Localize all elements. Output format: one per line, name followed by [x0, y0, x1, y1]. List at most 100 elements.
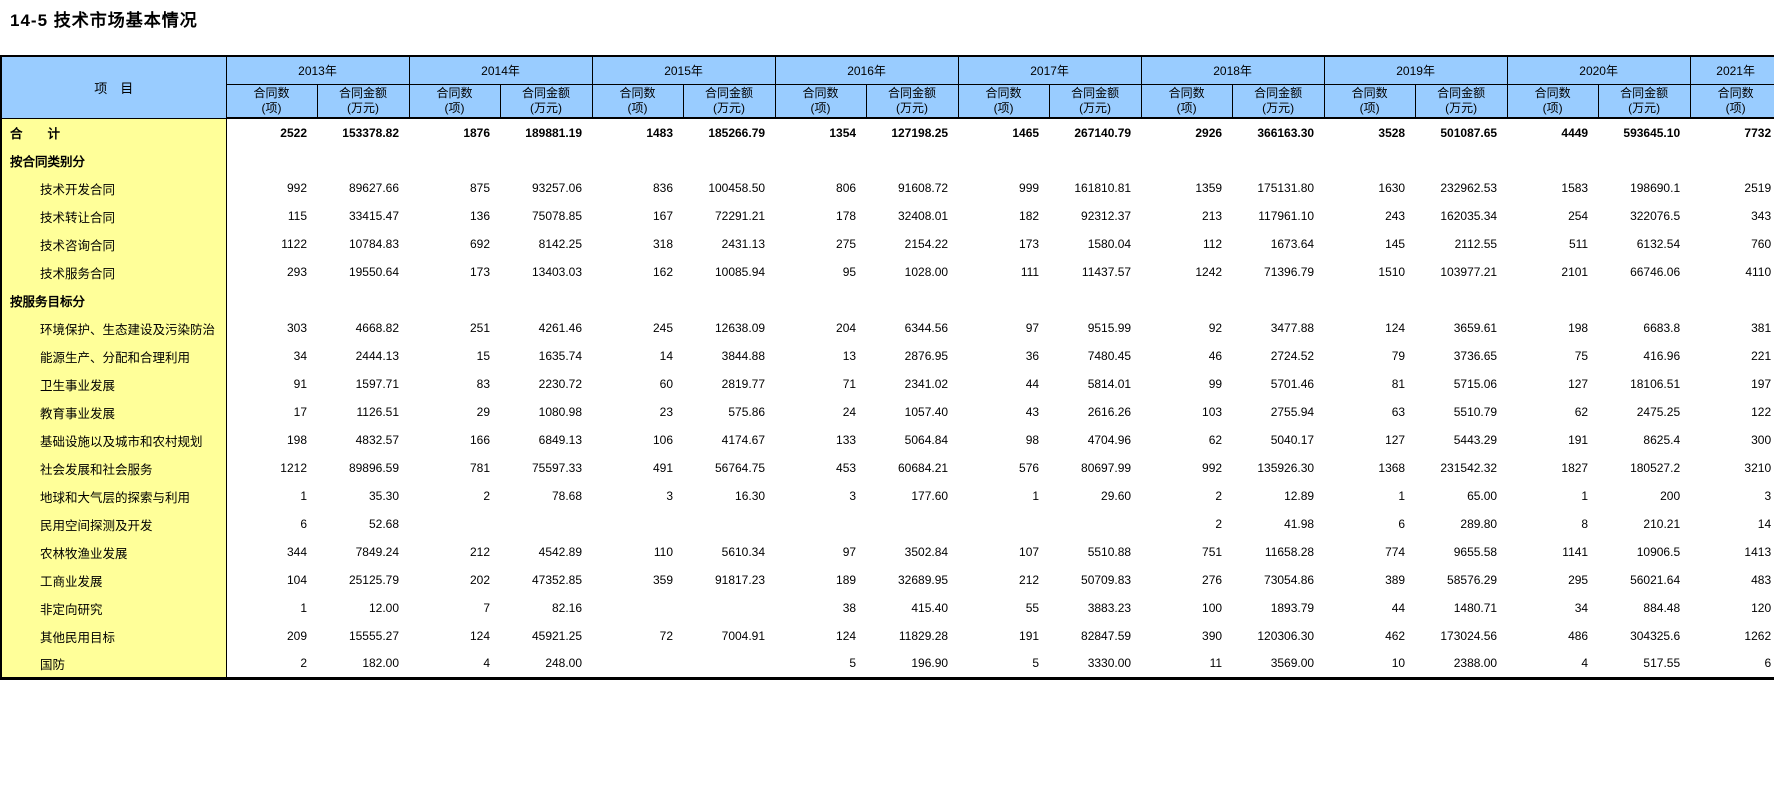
year-header: 2016年 — [774, 55, 959, 85]
data-cell: 1580.04 — [1049, 230, 1142, 258]
data-cell: 92 — [1141, 314, 1233, 342]
data-cell: 16.30 — [683, 482, 776, 510]
data-cell: 4 — [409, 650, 501, 678]
table-row: 技术咨询合同 1122 10784.83 692 8142.25 318 2431.13 27… — [1, 230, 1774, 258]
data-cell — [1141, 146, 1233, 174]
data-cell: 1 — [1324, 482, 1416, 510]
data-cell: 774 — [1324, 538, 1416, 566]
data-cell: 213 — [1141, 202, 1233, 230]
table-row: 教育事业发展 17 1126.51 29 1080.98 23 575.86 24 1057.4… — [1, 398, 1774, 426]
data-cell: 78.68 — [500, 482, 593, 510]
table-container: 项 目 2013年 2014年 2015年 2016年 2017年 2018年 2019年 2… — [0, 55, 1774, 680]
data-cell — [1507, 286, 1599, 314]
table-row: 技术服务合同 293 19550.64 173 13403.03 162 10085.94 9… — [1, 258, 1774, 286]
data-cell: 3 — [775, 482, 867, 510]
amount-subheader: 合同金额 (万元) — [1231, 83, 1325, 119]
data-cell: 2522 — [226, 118, 317, 146]
data-cell: 2230.72 — [500, 370, 593, 398]
data-cell: 760 — [1690, 230, 1774, 258]
data-cell: 2101 — [1507, 258, 1599, 286]
data-cell: 10906.5 — [1598, 538, 1691, 566]
data-cell: 175131.80 — [1232, 174, 1325, 202]
data-cell: 44 — [1324, 594, 1416, 622]
row-label: 其他民用目标 — [1, 622, 227, 650]
data-cell: 254 — [1507, 202, 1599, 230]
data-cell: 992 — [1141, 454, 1233, 482]
data-cell: 1893.79 — [1232, 594, 1325, 622]
data-cell: 3 — [592, 482, 684, 510]
data-cell — [500, 510, 593, 538]
data-cell: 161810.81 — [1049, 174, 1142, 202]
table-row: 基础设施以及城市和农村规划 198 4832.57 166 6849.13 106 4174… — [1, 426, 1774, 454]
data-cell: 29 — [409, 398, 501, 426]
data-cell: 390 — [1141, 622, 1233, 650]
data-cell — [1690, 146, 1774, 174]
data-cell: 10085.94 — [683, 258, 776, 286]
table-row: 能源生产、分配和合理利用 34 2444.13 15 1635.74 14 3844.88 1… — [1, 342, 1774, 370]
year-header: 2021年 — [1689, 55, 1774, 85]
data-cell: 75078.85 — [500, 202, 593, 230]
data-cell: 243 — [1324, 202, 1416, 230]
data-cell: 2475.25 — [1598, 398, 1691, 426]
data-cell: 97 — [775, 538, 867, 566]
data-cell — [866, 286, 959, 314]
count-subheader: 合同数 (项) — [591, 83, 684, 119]
data-cell: 212 — [409, 538, 501, 566]
row-label: 地球和大气层的探索与利用 — [1, 482, 227, 510]
data-cell: 1028.00 — [866, 258, 959, 286]
data-cell: 106 — [592, 426, 684, 454]
data-cell: 19550.64 — [317, 258, 410, 286]
table-row: 技术转让合同 115 33415.47 136 75078.85 167 72291.21 1… — [1, 202, 1774, 230]
data-cell: 3330.00 — [1049, 650, 1142, 678]
data-cell: 91 — [226, 370, 317, 398]
year-header: 2015年 — [591, 55, 776, 85]
data-cell: 5715.06 — [1415, 370, 1508, 398]
data-cell: 92312.37 — [1049, 202, 1142, 230]
data-cell: 124 — [409, 622, 501, 650]
data-cell: 1 — [226, 482, 317, 510]
data-cell: 2154.22 — [866, 230, 959, 258]
data-cell — [1141, 286, 1233, 314]
data-cell: 11 — [1141, 650, 1233, 678]
data-cell: 2519 — [1690, 174, 1774, 202]
data-cell: 453 — [775, 454, 867, 482]
data-cell: 11829.28 — [866, 622, 959, 650]
data-cell — [958, 146, 1050, 174]
data-cell: 32689.95 — [866, 566, 959, 594]
amount-subheader: 合同金额 (万元) — [1597, 83, 1691, 119]
data-cell: 2819.77 — [683, 370, 776, 398]
data-cell: 483 — [1690, 566, 1774, 594]
data-cell: 4449 — [1507, 118, 1599, 146]
data-cell: 1 — [958, 482, 1050, 510]
data-cell: 93257.06 — [500, 174, 593, 202]
data-cell: 13 — [775, 342, 867, 370]
data-cell: 136 — [409, 202, 501, 230]
data-cell — [409, 286, 501, 314]
data-cell: 1630 — [1324, 174, 1416, 202]
data-cell: 44 — [958, 370, 1050, 398]
data-cell: 46 — [1141, 342, 1233, 370]
data-cell — [775, 510, 867, 538]
count-subheader: 合同数 (项) — [957, 83, 1050, 119]
data-cell: 173 — [958, 230, 1050, 258]
data-cell: 1126.51 — [317, 398, 410, 426]
data-cell: 120 — [1690, 594, 1774, 622]
row-label: 教育事业发展 — [1, 398, 227, 426]
data-cell: 202 — [409, 566, 501, 594]
data-cell — [775, 146, 867, 174]
data-cell — [683, 510, 776, 538]
data-cell: 1262 — [1690, 622, 1774, 650]
data-cell — [958, 286, 1050, 314]
data-cell: 248.00 — [500, 650, 593, 678]
data-cell: 71 — [775, 370, 867, 398]
count-subheader: 合同数 (项) — [408, 83, 501, 119]
data-cell: 14 — [1690, 510, 1774, 538]
data-cell: 162035.34 — [1415, 202, 1508, 230]
data-cell: 4110 — [1690, 258, 1774, 286]
data-cell — [592, 286, 684, 314]
row-label: 技术服务合同 — [1, 258, 227, 286]
data-cell: 133 — [775, 426, 867, 454]
data-cell: 1510 — [1324, 258, 1416, 286]
data-cell: 89896.59 — [317, 454, 410, 482]
row-label: 农林牧渔业发展 — [1, 538, 227, 566]
